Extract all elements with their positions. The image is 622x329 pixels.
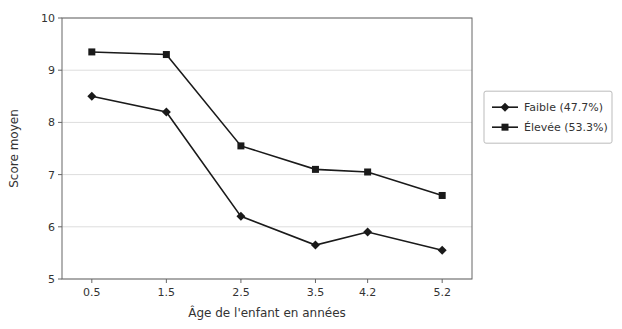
grid-line [62,70,472,71]
x-tick [166,279,167,283]
series-marker [363,228,372,237]
y-tick [58,18,62,19]
y-tick-label: 6 [48,221,55,234]
y-tick [58,174,62,175]
y-tick-label: 10 [41,12,55,25]
y-tick [58,279,62,280]
series-marker [237,142,244,149]
x-tick [240,279,241,283]
x-tick-label: 3.5 [307,286,325,299]
grid-line [62,174,472,175]
legend: Faible (47.7%) Élevée (53.3%) [484,91,612,143]
series-marker [88,48,95,55]
legend-label: Élevée (53.3%) [524,121,608,134]
x-tick-label: 0.5 [83,286,101,299]
y-tick-label: 7 [48,169,55,182]
series-line [92,96,442,250]
y-tick [58,226,62,227]
legend-marker [502,124,509,131]
series-marker [312,166,319,173]
x-tick [442,279,443,283]
x-tick [315,279,316,283]
x-axis-label: Âge de l'enfant en années [188,305,346,320]
legend-label: Faible (47.7%) [524,101,603,114]
series-marker [364,168,371,175]
y-tick-label: 8 [48,116,55,129]
y-tick [58,70,62,71]
x-tick-label: 5.2 [433,286,451,299]
x-tick [91,279,92,283]
axes: 5 6 7 8 9 10 0.5 1.5 2.5 3.5 4.2 5.2 [41,12,472,299]
series-marker [439,192,446,199]
data-group [87,48,446,254]
series-line [92,52,442,196]
chart-container: 5 6 7 8 9 10 0.5 1.5 2.5 3.5 4.2 5.2 Âge de l'enfant… [0,0,622,329]
series-marker [87,92,96,101]
x-tick-label: 1.5 [158,286,176,299]
x-tick-label: 4.2 [359,286,377,299]
series-marker [236,212,245,221]
y-tick-label: 5 [48,273,55,286]
y-tick-label: 9 [48,64,55,77]
series-marker [438,246,447,255]
y-axis-label: Score moyen [7,109,21,188]
legend-marker [501,103,510,112]
series-marker [162,107,171,116]
series-marker [163,51,170,58]
x-tick-label: 2.5 [232,286,250,299]
x-tick [367,279,368,283]
series-marker [311,241,320,250]
y-tick [58,122,62,123]
grid-line [62,122,472,123]
chart-svg: 5 6 7 8 9 10 0.5 1.5 2.5 3.5 4.2 5.2 Âge de l'enfant… [0,0,622,329]
plot-frame [62,18,472,279]
legend-box [484,91,612,143]
